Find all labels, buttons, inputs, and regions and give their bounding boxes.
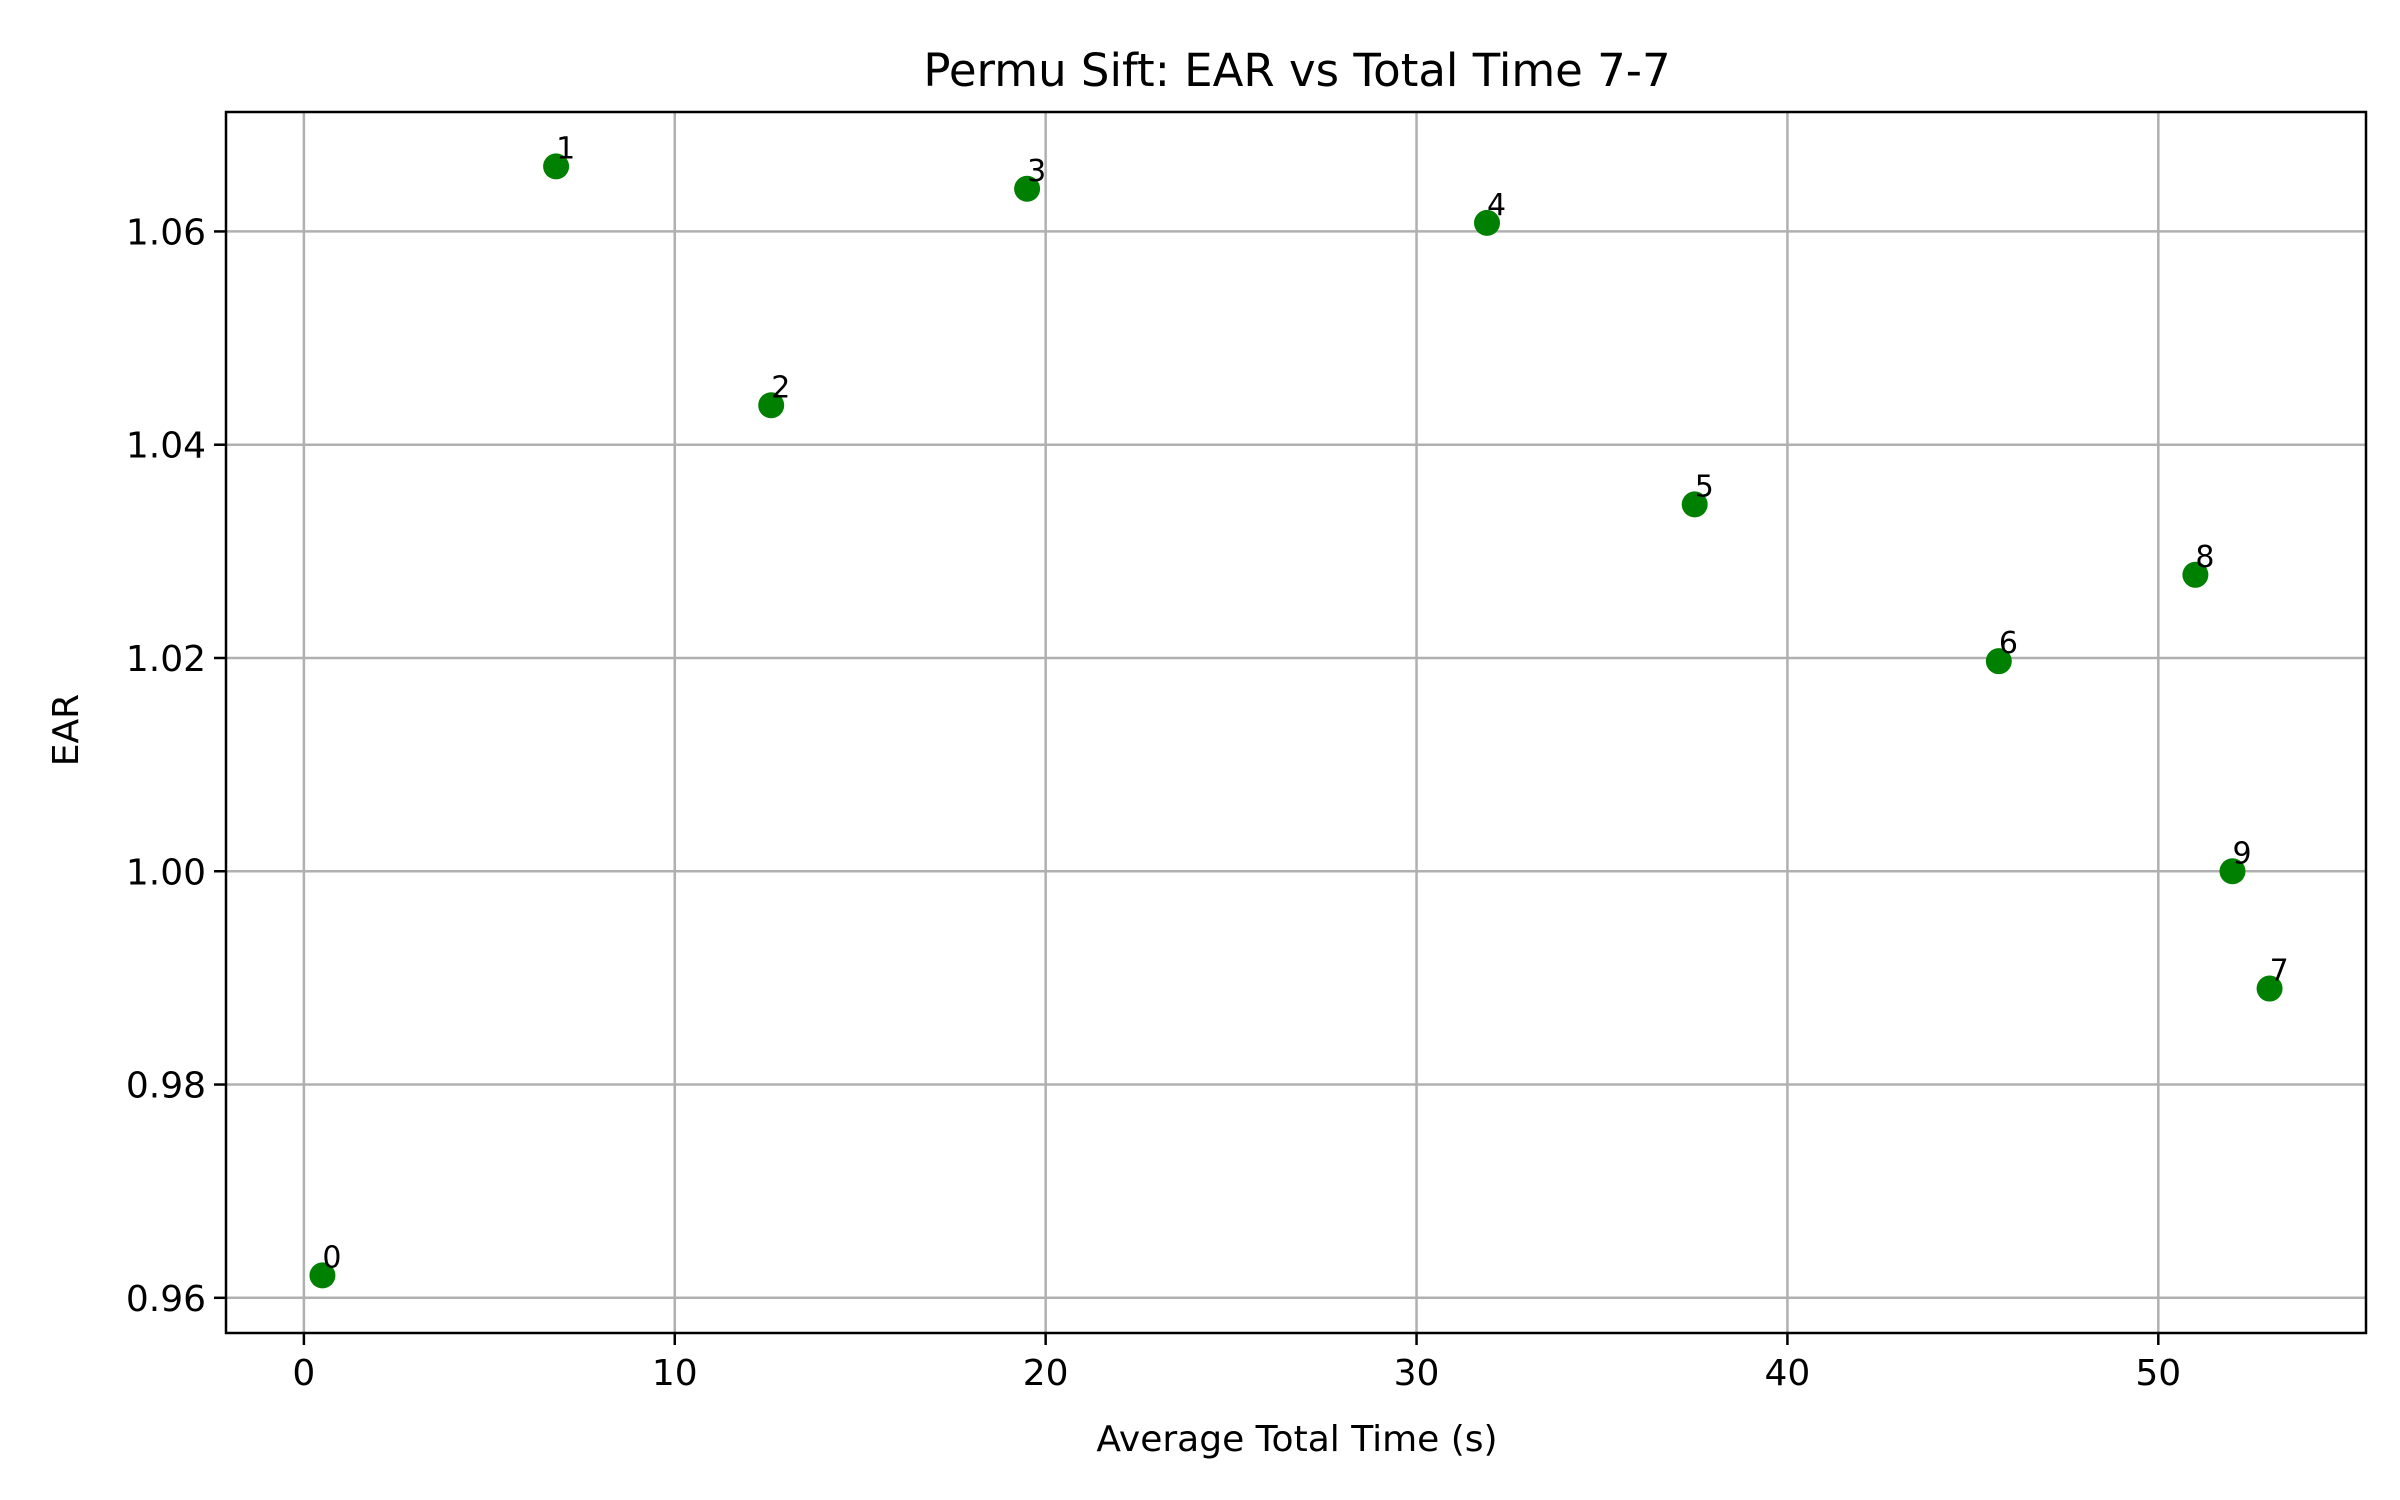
scatter-point [758, 392, 785, 419]
point-label: 0 [322, 1240, 341, 1275]
y-axis-title: EAR [46, 694, 87, 766]
axis-ticks: 0 10 20 30 40 500.960.981.001.021.041.06 [126, 212, 2181, 1394]
point-label: 8 [2195, 540, 2214, 575]
point-label: 5 [1695, 469, 1714, 504]
point-label: 2 [771, 370, 790, 405]
x-tick-label: 30 [1394, 1353, 1440, 1394]
scatter-point [2256, 975, 2283, 1002]
x-tick-label: 20 [1023, 1353, 1069, 1394]
scatter-point [309, 1262, 336, 1289]
x-tick-label: 50 [2135, 1353, 2181, 1394]
point-label: 4 [1487, 188, 1506, 223]
plot-area-frame [224, 110, 2368, 1335]
point-label: 9 [2232, 836, 2251, 871]
y-tick-label: 0.98 [126, 1066, 206, 1107]
x-tick-label: 0 [292, 1353, 315, 1394]
scatter-point [2219, 858, 2246, 885]
y-tick-label: 1.04 [126, 426, 206, 467]
point-label: 7 [2270, 954, 2289, 989]
x-axis-title: Average Total Time (s) [1096, 1419, 1497, 1460]
data-points [309, 153, 2283, 1289]
chart-title: Permu Sift: EAR vs Total Time 7-7 [923, 44, 1670, 97]
scatter-point [1681, 491, 1708, 518]
y-tick-label: 1.00 [126, 852, 206, 893]
scatter-point [543, 153, 570, 180]
point-label: 3 [1027, 154, 1046, 189]
y-tick-label: 1.02 [126, 639, 206, 680]
point-label: 6 [1999, 626, 2018, 661]
point-label: 1 [556, 131, 575, 166]
scatter-point [1985, 648, 2012, 675]
y-tick-label: 0.96 [126, 1279, 206, 1320]
scatter-point [1474, 209, 1501, 236]
x-tick-label: 40 [1765, 1353, 1811, 1394]
point-labels: 0 1 2 3 4 5 6 7 8 9 [322, 131, 2288, 1275]
scatter-point [1014, 175, 1041, 202]
y-tick-label: 1.06 [126, 212, 206, 253]
x-tick-label: 10 [652, 1353, 698, 1394]
scatter-point [2182, 561, 2209, 588]
